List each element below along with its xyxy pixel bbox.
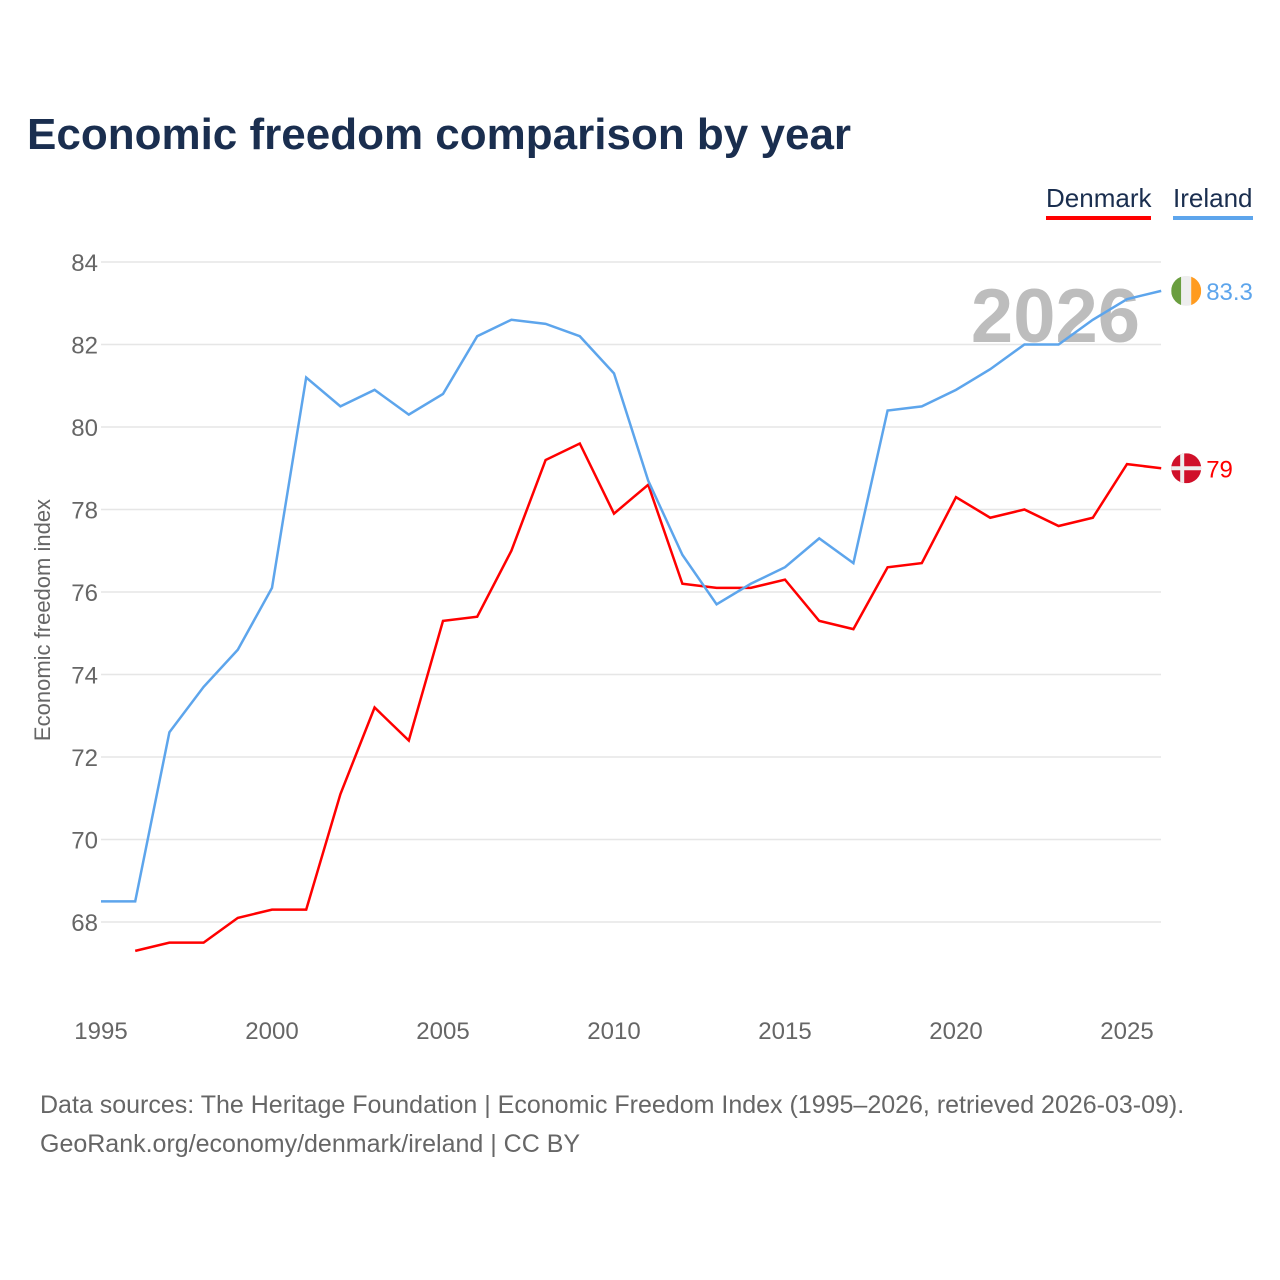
series-line-denmark (134, 441, 1162, 953)
y-tick-label: 84 (71, 250, 98, 277)
year-watermark: 2026 (971, 274, 1140, 359)
chart-title: Economic freedom comparison by year (27, 110, 852, 159)
x-tick-label: 2020 (929, 1018, 982, 1045)
end-value-label-ireland: 83.3 (1206, 279, 1253, 306)
y-tick-label: 76 (71, 580, 98, 607)
source-line-2[interactable]: GeoRank.org/economy/denmark/ireland | CC… (40, 1130, 581, 1158)
y-tick-label: 72 (71, 745, 98, 772)
denmark-flag-icon (1171, 453, 1202, 484)
x-tick-label: 2025 (1100, 1018, 1153, 1045)
y-tick-label: 74 (71, 663, 98, 690)
legend-ireland[interactable]: Ireland (1173, 183, 1253, 220)
x-tick-label: 2000 (245, 1018, 298, 1045)
y-tick-label: 70 (71, 828, 98, 855)
x-tick-label: 2005 (416, 1018, 469, 1045)
y-axis-label: Economic freedom index (30, 499, 55, 741)
x-tick-label: 2010 (587, 1018, 640, 1045)
y-tick-label: 80 (71, 415, 98, 442)
x-tick-label: 2015 (758, 1018, 811, 1045)
ireland-flag-icon (1171, 275, 1202, 306)
x-tick-label: 1995 (74, 1018, 127, 1045)
y-tick-label: 68 (71, 910, 98, 937)
source-note: Data sources: The Heritage Foundation | … (40, 1086, 1184, 1164)
end-value-label-denmark: 79 (1206, 456, 1233, 483)
source-line-1: Data sources: The Heritage Foundation | … (40, 1091, 1185, 1119)
y-tick-label: 78 (71, 498, 98, 525)
legend-denmark[interactable]: Denmark (1046, 183, 1152, 220)
series-line-ireland (101, 289, 1162, 903)
y-tick-label: 82 (71, 333, 98, 360)
